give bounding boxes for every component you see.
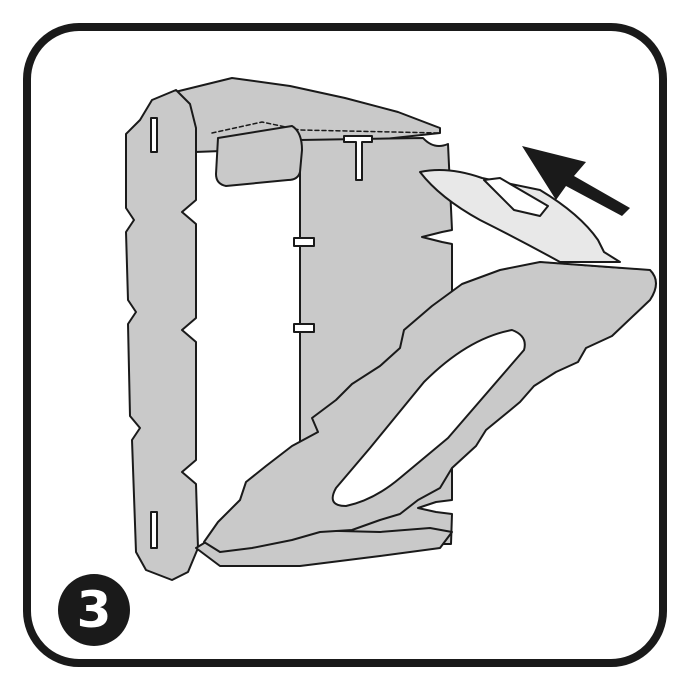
lifted-flap bbox=[419, 169, 621, 263]
arrow-up-left-icon bbox=[522, 146, 630, 216]
left-panel-slot-top bbox=[150, 117, 158, 153]
lifted-flap-slot bbox=[483, 177, 549, 217]
top-fold-line bbox=[211, 121, 441, 134]
left-panel-slot-bottom bbox=[150, 511, 158, 549]
step-number-badge: 3 bbox=[58, 574, 130, 646]
back-panel-notch-1 bbox=[293, 237, 315, 247]
top-inner-tab bbox=[215, 125, 303, 187]
left-panel bbox=[125, 89, 199, 581]
handle-cutout bbox=[331, 329, 526, 507]
back-panel-notch-2 bbox=[293, 323, 315, 333]
back-panel-slot bbox=[343, 135, 373, 181]
step-number: 3 bbox=[76, 581, 112, 639]
flap-fold-line bbox=[539, 261, 621, 269]
